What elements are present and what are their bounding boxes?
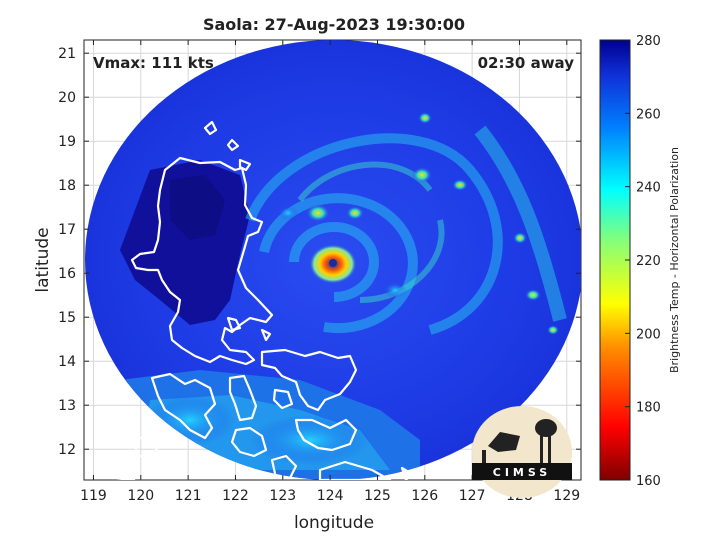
x-tick-label: 121 [175, 488, 202, 504]
colorbar-tick-label: 220 [636, 254, 661, 269]
chart-title: Saola: 27-Aug-2023 19:30:00 [203, 15, 465, 34]
x-tick-label: 122 [222, 488, 249, 504]
y-tick-label: 13 [58, 398, 76, 414]
colorbar-tick-label: 180 [636, 401, 661, 416]
coastlines [110, 120, 414, 480]
colorbar-tick-label: 240 [636, 181, 661, 196]
x-tick-label: 119 [80, 488, 107, 504]
y-tick-label: 18 [58, 178, 76, 194]
y-tick-label: 15 [58, 310, 76, 326]
brightness-temp-swath [85, 40, 581, 480]
y-axis-label: latitude [33, 227, 53, 292]
x-tick-label: 126 [411, 488, 438, 504]
coastline-luzon [130, 156, 274, 366]
colorbar-tick-label: 200 [636, 327, 661, 342]
vmax-label: Vmax: 111 kts [93, 54, 214, 72]
cimss-logo-text: CIMSS [493, 466, 551, 479]
coastline-samar [260, 348, 358, 412]
y-tick-label: 19 [58, 134, 76, 150]
y-tick-label: 14 [58, 354, 76, 370]
y-tick-label: 16 [58, 266, 76, 282]
colorbar-label: Brightness Temp - Horizontal Polarizatio… [668, 147, 681, 373]
y-tick-label: 12 [58, 442, 76, 458]
x-tick-label: 124 [317, 488, 344, 504]
x-tick-label: 127 [459, 488, 486, 504]
coastline-mindanao [318, 460, 392, 480]
x-tick-label: 125 [364, 488, 391, 504]
colorbar-tick-label: 280 [636, 34, 661, 49]
cimss-logo: CIMSS [472, 406, 572, 498]
coastline-north-islands [203, 120, 218, 136]
y-axis: 12 13 14 15 16 17 18 19 20 21 [58, 46, 581, 458]
colorbar-tick-label: 160 [636, 474, 661, 489]
y-tick-label: 21 [58, 46, 76, 62]
coastline-mindoro [150, 372, 217, 440]
coastline-palawan [128, 430, 160, 460]
x-tick-label: 129 [553, 488, 580, 504]
y-tick-label: 20 [58, 90, 76, 106]
x-tick-label: 120 [127, 488, 154, 504]
colorbar-tick-label: 260 [636, 107, 661, 122]
x-axis-label: longitude [294, 513, 374, 533]
coastline-panay [230, 426, 268, 458]
x-axis: 119120121122123124125126127128129 [80, 40, 580, 504]
time-away-label: 02:30 away [478, 54, 575, 72]
x-tick-label: 123 [269, 488, 296, 504]
colorbar-ticks: 160 180 200 220 240 260 280 [625, 34, 661, 489]
y-tick-label: 17 [58, 222, 76, 238]
